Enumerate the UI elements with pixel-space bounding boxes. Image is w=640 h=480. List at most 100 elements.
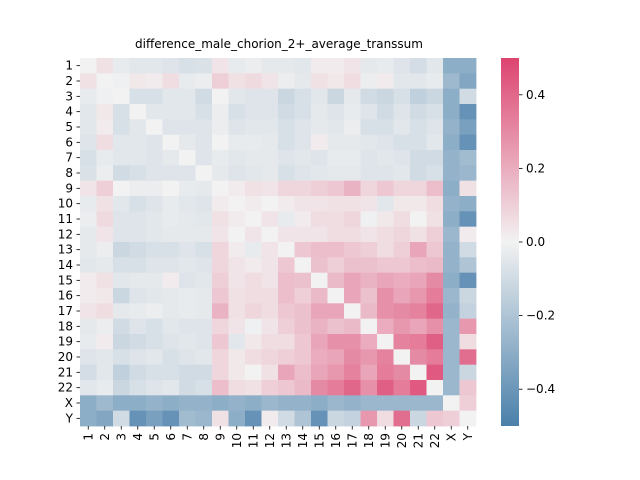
heatmap-cell xyxy=(80,410,97,427)
heatmap-cell xyxy=(261,104,279,120)
heatmap-cell xyxy=(228,211,246,228)
heatmap-cell xyxy=(228,257,246,274)
heatmap-cell xyxy=(261,211,279,228)
heatmap-cell xyxy=(96,410,114,427)
heatmap-cell xyxy=(377,211,394,228)
heatmap-cell xyxy=(344,349,361,366)
heatmap-cell xyxy=(146,134,163,151)
heatmap-cell xyxy=(179,211,196,228)
heatmap-cell xyxy=(426,180,444,197)
heatmap-cell xyxy=(311,134,328,151)
heatmap-cell xyxy=(426,242,444,258)
heatmap-cell xyxy=(179,380,196,396)
heatmap-cell xyxy=(459,272,477,289)
heatmap-cell xyxy=(146,180,163,197)
heatmap-cell xyxy=(443,196,460,212)
column-tick-label: 22 xyxy=(428,433,442,448)
heatmap-cell xyxy=(162,318,180,335)
heatmap-cell xyxy=(113,410,130,427)
heatmap-cell xyxy=(228,180,246,197)
heatmap-cell xyxy=(80,364,97,381)
heatmap-cell xyxy=(344,73,361,90)
heatmap-cell xyxy=(146,288,163,304)
heatmap-cell xyxy=(443,150,460,166)
heatmap-cell xyxy=(311,410,328,427)
heatmap-cell xyxy=(245,150,262,166)
heatmap-cell xyxy=(96,380,114,396)
heatmap-cell xyxy=(377,58,394,74)
heatmap-cell xyxy=(179,303,196,320)
heatmap-cell xyxy=(129,410,147,427)
heatmap-cell xyxy=(228,288,246,304)
heatmap-cell xyxy=(459,119,477,136)
heatmap-cell xyxy=(179,257,196,274)
column-tick-label: 14 xyxy=(296,433,310,448)
heatmap-cell xyxy=(443,104,460,120)
heatmap-cells xyxy=(80,58,477,427)
heatmap-cell xyxy=(360,88,378,105)
heatmap-cell xyxy=(80,180,97,197)
heatmap-cell xyxy=(261,150,279,166)
heatmap-cell xyxy=(377,242,394,258)
column-tick-label: 10 xyxy=(230,433,244,448)
heatmap-cell xyxy=(179,150,196,166)
heatmap-cell xyxy=(426,257,444,274)
heatmap-cell xyxy=(228,104,246,120)
heatmap-cell xyxy=(212,104,229,120)
heatmap-cell xyxy=(113,134,130,151)
heatmap-cell xyxy=(344,58,361,74)
heatmap-cell xyxy=(344,410,361,427)
heatmap-cell xyxy=(96,272,114,289)
heatmap-cell xyxy=(162,196,180,212)
heatmap-cell xyxy=(129,257,147,274)
heatmap-cell xyxy=(426,58,444,74)
heatmap-cell xyxy=(311,364,328,381)
heatmap-cell xyxy=(212,349,229,366)
heatmap-cell xyxy=(311,58,328,74)
heatmap-cell xyxy=(294,288,312,304)
heatmap-cell xyxy=(294,257,312,274)
colorbar-tick-label: 0.0 xyxy=(526,235,545,249)
heatmap-cell xyxy=(113,242,130,258)
column-tick-label: Y xyxy=(461,432,475,441)
heatmap-cell xyxy=(459,288,477,304)
heatmap-cell xyxy=(129,303,147,320)
heatmap-cell xyxy=(96,165,114,182)
heatmap-cell xyxy=(311,272,328,289)
heatmap-cell xyxy=(113,303,130,320)
column-tick-label: 13 xyxy=(279,433,293,448)
heatmap-cell xyxy=(393,134,411,151)
heatmap-cell xyxy=(344,88,361,105)
heatmap-cell xyxy=(443,165,460,182)
heatmap-cell xyxy=(327,410,345,427)
heatmap-cell xyxy=(80,380,97,396)
heatmap-cell xyxy=(393,119,411,136)
heatmap-cell xyxy=(443,395,460,412)
heatmap-cell xyxy=(410,272,427,289)
heatmap-cell xyxy=(344,196,361,212)
heatmap-cell xyxy=(129,364,147,381)
heatmap-cell xyxy=(179,58,196,74)
heatmap-cell xyxy=(294,334,312,350)
heatmap-cell xyxy=(393,395,411,412)
heatmap-cell xyxy=(426,196,444,212)
heatmap-cell xyxy=(294,349,312,366)
heatmap-cell xyxy=(344,380,361,396)
heatmap-cell xyxy=(377,73,394,90)
heatmap-cell xyxy=(443,349,460,366)
heatmap-cell xyxy=(146,226,163,243)
heatmap-cell xyxy=(311,73,328,90)
heatmap-cell xyxy=(195,395,213,412)
heatmap-cell xyxy=(195,211,213,228)
column-tick-label: 19 xyxy=(378,433,392,448)
heatmap-cell xyxy=(146,58,163,74)
heatmap-cell xyxy=(327,303,345,320)
heatmap-cell xyxy=(245,303,262,320)
heatmap-cell xyxy=(410,180,427,197)
heatmap-cell xyxy=(278,196,295,212)
heatmap-cell xyxy=(80,196,97,212)
heatmap-cell xyxy=(146,119,163,136)
heatmap-cell xyxy=(344,104,361,120)
heatmap-cell xyxy=(261,180,279,197)
heatmap-cell xyxy=(393,303,411,320)
